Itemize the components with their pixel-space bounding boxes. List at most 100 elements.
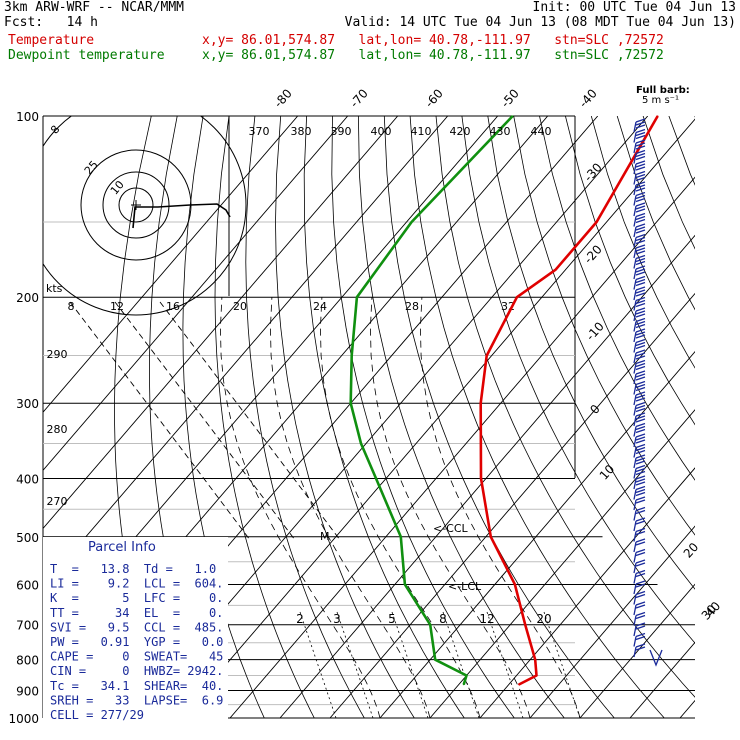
dry-adiabat xyxy=(331,116,515,718)
wind-barb-shaft xyxy=(633,258,637,269)
wind-barb-flag xyxy=(635,278,646,284)
wind-barb xyxy=(633,128,646,143)
valid-time: Valid: 14 UTC Tue 04 Jun 13 (08 MDT Tue … xyxy=(344,15,736,30)
dry-adiabat xyxy=(245,116,365,718)
temperature-point xyxy=(555,269,557,271)
isotherm-line xyxy=(529,525,695,718)
wind-barb-flag xyxy=(635,176,646,182)
isotherm-right-label: 10 xyxy=(597,462,618,483)
wind-barb-shaft xyxy=(633,636,637,647)
theta-label: 400 xyxy=(371,125,392,138)
wind-barb xyxy=(633,202,646,217)
hodograph-ring-label: 8 xyxy=(68,300,75,313)
wind-barb-flag xyxy=(635,604,646,609)
mixing-ratio-line xyxy=(336,611,374,718)
temperature-point xyxy=(657,115,659,117)
wind-barb-flag xyxy=(635,646,646,651)
wind-barb-flag xyxy=(635,481,646,486)
dry-adiabat xyxy=(721,116,740,718)
dewpoint-point xyxy=(360,442,362,445)
wind-barb xyxy=(633,139,646,154)
wind-barb xyxy=(633,328,646,343)
wind-barb-flag xyxy=(635,439,646,444)
mixing-ratio-label: 3 xyxy=(333,612,341,626)
isotherm-right-label: -20 xyxy=(581,242,605,266)
wind-barb xyxy=(633,307,646,322)
wind-barb-flag xyxy=(635,454,646,459)
dry-adiabat xyxy=(513,116,695,536)
wind-barb-flag xyxy=(635,226,646,231)
wind-barb-flag xyxy=(635,239,646,245)
dewpoint-point xyxy=(404,583,406,586)
hodograph-ring-label: 12 xyxy=(110,300,124,313)
wind-barb-flag xyxy=(635,299,646,305)
wind-barb-flag xyxy=(635,149,646,155)
wind-barb-flag xyxy=(635,257,646,263)
wind-barb-shaft xyxy=(633,132,637,143)
pressure-label-500: 500 xyxy=(16,531,39,545)
wind-barb-flag xyxy=(635,215,646,221)
wind-barb-shaft xyxy=(633,342,637,353)
mixing-ratio-label: 12 xyxy=(479,612,494,626)
wind-barb-shaft xyxy=(633,552,637,563)
isotherm-line xyxy=(43,116,449,588)
wind-barb-flag xyxy=(635,548,646,554)
hodograph-kts-label: kts xyxy=(46,282,63,295)
parcel-info-row: K = 5 LFC = 0. xyxy=(50,591,223,605)
wind-barb-flag xyxy=(635,131,646,137)
isotherm-top-label: -40 xyxy=(576,86,600,110)
wind-barb xyxy=(633,559,646,574)
isotherm-line xyxy=(429,409,695,718)
wind-barb-flag xyxy=(635,197,646,203)
wind-barb-flag xyxy=(635,457,646,462)
isotherm-right-label: 20 xyxy=(681,540,702,561)
dry-adiabat xyxy=(487,116,695,590)
wind-barb-flag xyxy=(635,397,646,402)
dry-adiabat xyxy=(461,116,695,644)
wind-barb-shaft xyxy=(633,237,637,248)
mixing-ratio-line xyxy=(543,611,581,718)
wind-barb-flag xyxy=(635,601,646,606)
wind-barb-shaft xyxy=(633,279,637,290)
wind-barb-flag xyxy=(635,292,646,297)
wind-barb-shaft xyxy=(633,247,637,259)
wind-barb xyxy=(633,244,646,259)
dewpoint-point xyxy=(465,674,468,677)
wind-barb-shaft xyxy=(633,310,637,322)
wind-barb-flag xyxy=(635,160,646,165)
wind-barb-shaft xyxy=(633,646,637,658)
wind-barb-flag xyxy=(635,517,646,522)
pressure-label-200: 200 xyxy=(16,291,39,305)
wind-barb-shaft xyxy=(633,300,637,311)
wind-barb-shaft xyxy=(633,447,637,458)
theta-left-label: 270 xyxy=(47,495,68,508)
wind-barb-flag xyxy=(635,530,646,536)
wind-barb xyxy=(633,359,646,374)
wind-barb-flag xyxy=(635,184,646,189)
hodograph-ring-label: 24 xyxy=(313,300,327,313)
wind-barb-flag xyxy=(635,250,646,255)
wind-barb-shaft xyxy=(633,184,637,196)
wind-barb-flag xyxy=(635,520,646,525)
theta-left-label: 280 xyxy=(47,423,68,436)
pressure-label-900: 900 xyxy=(16,684,39,698)
temperature-station-info: x,y= 86.01,574.87 lat,lon= 40.78,-111.97… xyxy=(202,33,664,48)
wind-barb-flag xyxy=(635,443,646,449)
init-time: Init: 00 UTC Tue 04 Jun 13 xyxy=(532,0,737,15)
wind-barb-flag xyxy=(635,415,646,420)
parcel-info-row: T = 13.8 Td = 1.0 xyxy=(50,562,216,576)
wind-barb xyxy=(633,643,646,658)
wind-barb-flag xyxy=(635,527,646,533)
wind-barb-flag xyxy=(635,236,646,242)
wind-barb-flag xyxy=(635,145,646,150)
wind-barb xyxy=(633,611,646,626)
dry-adiabat xyxy=(565,116,695,426)
wind-barb-flag xyxy=(635,338,646,344)
mixing-ratio-line xyxy=(442,611,480,718)
hodograph-ring xyxy=(43,116,247,316)
barb-legend: Full barb: 5 m s⁻¹ xyxy=(636,85,690,106)
m-marker: M xyxy=(320,530,330,543)
wind-barb-shaft xyxy=(633,604,637,616)
wind-barb-shaft xyxy=(633,121,637,133)
